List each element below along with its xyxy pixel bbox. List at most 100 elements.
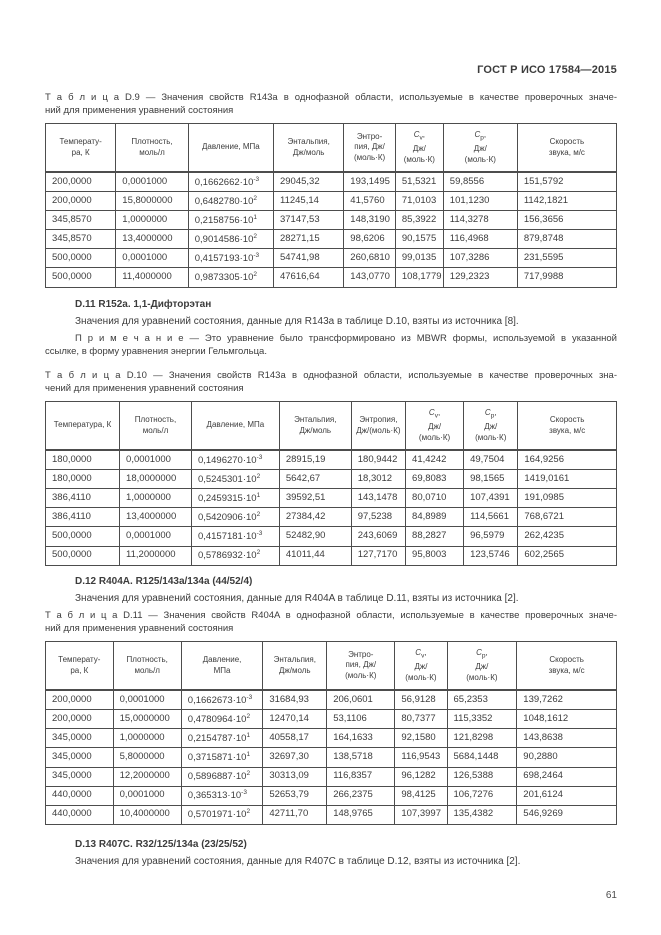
- table-cell: 0,5896887·102: [180, 766, 264, 787]
- table-cell: 0,4780964·102: [180, 709, 264, 730]
- table-cell: 0,2154787·101: [180, 728, 264, 749]
- table-cell: 85,3922: [394, 210, 444, 231]
- table-cell: 180,0000: [44, 469, 121, 490]
- column-header: Энтальпия, Дж/моль: [272, 123, 345, 174]
- note-line: П р и м е ч а н и е — Это уравнение было…: [75, 333, 617, 345]
- table-cell: 345,0000: [45, 728, 114, 749]
- table-cell: 0,0001000: [119, 526, 192, 547]
- table-cell: 108,1779: [394, 267, 444, 288]
- table-cell: 54741,98: [272, 248, 345, 269]
- table-cell: 31684,93: [262, 689, 328, 711]
- table-cell: 96,1282: [394, 766, 448, 787]
- table-cell: 206,0601: [326, 689, 396, 711]
- column-header: Температу-ра, К: [44, 123, 117, 174]
- table-cell: 15,8000000: [115, 191, 189, 212]
- column-header: Скорость звука, м/с: [517, 401, 617, 452]
- table-cell: 41011,44: [278, 545, 352, 566]
- table-cell: 0,2158756·101: [187, 210, 274, 231]
- table-row: 180,0000 18,0000000 0,5245301·102 5642,67 18…: [44, 469, 617, 490]
- table-d11-caption: Т а б л и ц а D.11 — Значения свойств R4…: [45, 610, 617, 635]
- table-cell: 0,4157193·10-3: [187, 248, 274, 269]
- table-cell: 345,8570: [44, 210, 117, 231]
- column-header: Cv, Дж/(моль·К): [394, 641, 448, 692]
- table-d11: Температу-ра, К Плотность, моль/л Давление,…: [45, 641, 617, 825]
- table-cell: 139,7262: [516, 689, 617, 711]
- table-cell: 98,1565: [463, 469, 519, 490]
- caption-line: ний для применения уравнений состояния: [45, 622, 234, 634]
- column-header: Плотность, моль/л: [115, 123, 189, 174]
- table-cell: 0,5701971·102: [180, 804, 264, 825]
- table-cell: 92,1580: [394, 728, 448, 749]
- column-header: Скорость звука, м/с: [516, 123, 618, 174]
- column-header: Энтро-пия, Дж/(моль·К): [343, 123, 396, 174]
- table-cell: 95,8003: [405, 545, 465, 566]
- table-cell: 126,5388: [446, 766, 518, 787]
- table-cell: 345,0000: [45, 747, 114, 768]
- table-cell: 143,0770: [343, 267, 396, 288]
- column-header: Cv, Дж/(моль·К): [394, 123, 444, 174]
- table-cell: 0,0001000: [115, 171, 189, 193]
- table-cell: 231,5595: [516, 248, 618, 269]
- table-cell: 440,0000: [45, 804, 114, 825]
- table-cell: 40558,17: [262, 728, 328, 749]
- section-d11-title: D.11 R152a. 1,1-Дифторэтан: [75, 298, 212, 310]
- table-cell: 41,5760: [343, 191, 396, 212]
- table-row: 345,0000 5,8000000 0,3715871·101 32697,30 13…: [45, 747, 617, 768]
- column-header: Давление, МПа: [187, 123, 274, 174]
- table-cell: 27384,42: [278, 507, 352, 528]
- table-d9-caption: Т а б л и ц а D.9 — Значения свойств R14…: [45, 92, 617, 117]
- table-row: 200,0000 0,0001000 0,1662673·10-3 31684,93 2…: [45, 689, 617, 711]
- section-d13-title: D.13 R407C. R32/125/134a (23/25/52): [75, 838, 247, 850]
- table-cell: 90,2880: [516, 747, 617, 768]
- table-cell: 39592,51: [278, 488, 352, 509]
- table-cell: 5642,67: [278, 469, 352, 490]
- table-header-row: Температу-ра, К Плотность, моль/л Давление,…: [44, 123, 618, 174]
- table-cell: 0,9873305·102: [187, 267, 274, 288]
- table-cell: 123,5746: [463, 545, 519, 566]
- table-cell: 0,4157181·10-3: [190, 526, 280, 547]
- table-row: 500,0000 0,0001000 0,4157181·10-3 52482,90 2…: [44, 526, 617, 547]
- table-cell: 90,1575: [394, 229, 444, 250]
- column-header: Давление, МПа: [180, 641, 264, 692]
- table-cell: 69,8083: [405, 469, 465, 490]
- column-header: Температура, К: [44, 401, 121, 452]
- column-header: Энтро-пия, Дж/(моль·К): [326, 641, 396, 692]
- table-cell: 106,7276: [446, 785, 518, 806]
- table-cell: 143,1478: [350, 488, 407, 509]
- table-cell: 200,0000: [45, 689, 114, 711]
- table-cell: 28915,19: [278, 449, 352, 471]
- table-row: 386,4110 1,0000000 0,2459315·101 39592,51 14…: [44, 488, 617, 509]
- table-cell: 107,3997: [394, 804, 448, 825]
- table-cell: 52482,90: [278, 526, 352, 547]
- table-cell: 114,3278: [442, 210, 518, 231]
- table-cell: 138,5718: [326, 747, 396, 768]
- column-header: Cp, Дж/(моль·К): [442, 123, 518, 174]
- table-cell: 121,8298: [446, 728, 518, 749]
- table-cell: 1048,1612: [516, 709, 617, 730]
- table-cell: 15,0000000: [112, 709, 182, 730]
- table-cell: 12470,14: [262, 709, 328, 730]
- table-cell: 1,0000000: [119, 488, 192, 509]
- table-cell: 116,9543: [394, 747, 448, 768]
- table-cell: 0,0001000: [115, 248, 189, 269]
- table-cell: 51,5321: [394, 171, 444, 193]
- caption-line: чений для применения уравнений состояния: [45, 382, 244, 394]
- table-d10-caption: Т а б л и ц а D.10 — Значения свойств R1…: [45, 370, 617, 395]
- column-header: Энтальпия, Дж/моль: [278, 401, 352, 452]
- table-cell: 500,0000: [44, 267, 117, 288]
- table-cell: 96,5979: [463, 526, 519, 547]
- table-cell: 98,6206: [343, 229, 396, 250]
- column-header: Энтальпия, Дж/моль: [262, 641, 328, 692]
- table-row: 345,8570 1,0000000 0,2158756·101 37147,53 14…: [44, 210, 618, 231]
- table-row: 200,0000 0,0001000 0,1662662·10-3 29045,32 1…: [44, 171, 618, 193]
- section-d12-title: D.12 R404A. R125/143a/134a (44/52/4): [75, 575, 253, 587]
- table-cell: 879,8748: [516, 229, 618, 250]
- column-header: Давление, МПа: [190, 401, 280, 452]
- table-cell: 80,7377: [394, 709, 448, 730]
- table-cell: 18,3012: [350, 469, 407, 490]
- table-cell: 180,0000: [44, 449, 121, 471]
- table-cell: 1,0000000: [112, 728, 182, 749]
- table-cell: 135,4382: [446, 804, 518, 825]
- table-cell: 143,8638: [516, 728, 617, 749]
- table-cell: 345,8570: [44, 229, 117, 250]
